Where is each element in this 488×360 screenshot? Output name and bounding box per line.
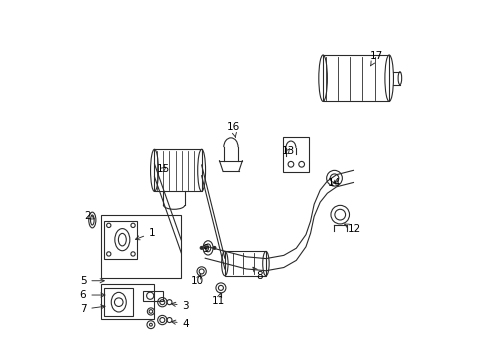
- Bar: [143, 291, 163, 301]
- Text: 6: 6: [80, 290, 105, 300]
- Bar: [103, 288, 133, 316]
- Text: 11: 11: [212, 293, 225, 306]
- Text: 12: 12: [344, 224, 361, 234]
- Text: 16: 16: [226, 122, 239, 138]
- Text: 13: 13: [281, 146, 294, 156]
- Text: 4: 4: [171, 319, 189, 329]
- Bar: [101, 284, 154, 319]
- Text: 2: 2: [84, 211, 94, 221]
- Bar: [104, 221, 137, 258]
- Circle shape: [213, 247, 216, 249]
- Text: 5: 5: [80, 276, 104, 286]
- Bar: [154, 149, 201, 192]
- Bar: [224, 251, 265, 276]
- Text: 15: 15: [156, 164, 169, 174]
- Text: 1: 1: [135, 228, 155, 240]
- Circle shape: [200, 247, 203, 249]
- Text: 10: 10: [190, 274, 203, 287]
- Text: 7: 7: [80, 304, 105, 314]
- Text: 17: 17: [369, 51, 383, 66]
- Text: 3: 3: [171, 301, 189, 311]
- Text: 9: 9: [202, 244, 209, 253]
- Bar: [101, 215, 181, 278]
- Text: 14: 14: [327, 178, 341, 188]
- Bar: [283, 137, 308, 172]
- Bar: [323, 55, 388, 102]
- Text: 8: 8: [252, 267, 262, 281]
